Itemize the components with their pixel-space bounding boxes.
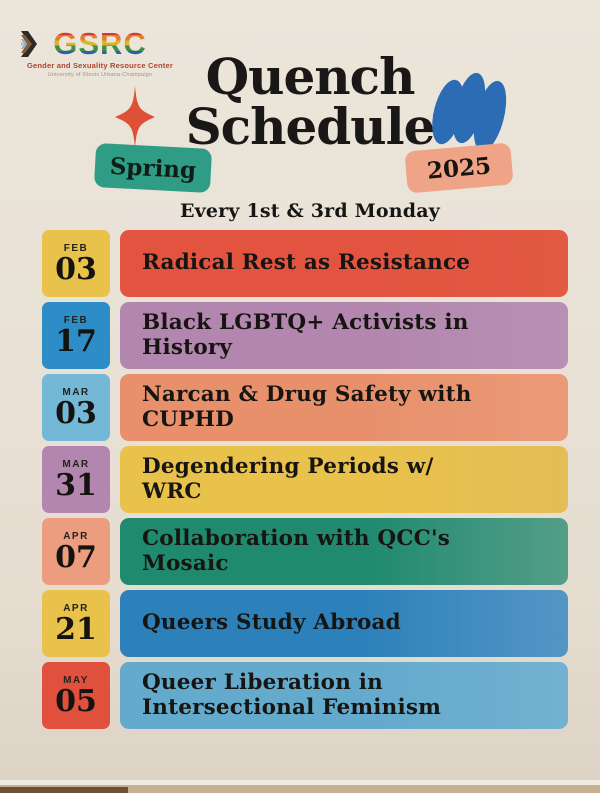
- event-day: 31: [55, 468, 97, 504]
- event-date-badge: MAY 05: [42, 662, 110, 729]
- event-row: APR 07 Collaboration with QCC's Mosaic: [42, 518, 568, 585]
- schedule-subtitle: Every 1st & 3rd Monday: [179, 200, 441, 222]
- event-title: Collaboration with QCC's Mosaic: [142, 526, 451, 576]
- event-day: 03: [55, 252, 97, 288]
- event-date-badge: FEB 03: [42, 230, 110, 297]
- page-title: Quench Schedule: [155, 52, 465, 152]
- gsrc-logo-name: Gender and Sexuality Resource Center: [27, 61, 173, 70]
- gsrc-logo-acronym: GSRC: [53, 26, 147, 61]
- event-title: Radical Rest as Resistance: [142, 250, 471, 276]
- event-bar: Queers Study Abroad: [120, 590, 568, 657]
- event-row: FEB 17 Black LGBTQ+ Activists in History: [42, 302, 568, 369]
- pride-chevron-icon: [21, 31, 37, 57]
- event-month: MAY: [63, 675, 89, 687]
- event-date-badge: APR 21: [42, 590, 110, 657]
- event-bar: Black LGBTQ+ Activists in History: [120, 302, 568, 369]
- event-date-badge: MAR 31: [42, 446, 110, 513]
- gsrc-logo: GSRC Gender and Sexuality Resource Cente…: [21, 26, 175, 78]
- gsrc-logo-university: University of Illinois Urbana-Champaign: [47, 72, 153, 78]
- sparkle-star-icon: [115, 86, 155, 148]
- event-bar: Degendering Periods w/ WRC: [120, 446, 568, 513]
- event-bar: Radical Rest as Resistance: [120, 230, 568, 297]
- schedule-list: FEB 03 Radical Rest as Resistance FEB 17…: [42, 230, 568, 729]
- event-month: APR: [63, 603, 89, 615]
- event-title: Queers Study Abroad: [142, 610, 401, 636]
- event-month: APR: [63, 531, 89, 543]
- event-title: Black LGBTQ+ Activists in History: [142, 310, 469, 360]
- event-bar: Narcan & Drug Safety with CUPHD: [120, 374, 568, 441]
- table-surface-dark-corner: [0, 787, 128, 793]
- page-title-line2: Schedule: [185, 97, 436, 156]
- blue-squiggle-icon: [432, 72, 507, 152]
- event-row: MAY 05 Queer Liberation in Intersectiona…: [42, 662, 568, 729]
- table-surface-edge: [0, 785, 600, 793]
- event-bar: Collaboration with QCC's Mosaic: [120, 518, 568, 585]
- event-date-badge: MAR 03: [42, 374, 110, 441]
- event-day: 21: [55, 612, 97, 648]
- year-badge-label: 2025: [425, 151, 493, 185]
- paper-bottom-edge: [0, 780, 600, 785]
- event-month: MAR: [62, 459, 90, 471]
- event-month: FEB: [63, 243, 89, 255]
- event-day: 03: [55, 396, 97, 432]
- page-title-line1: Quench: [205, 47, 416, 106]
- year-badge: 2025: [404, 142, 514, 194]
- event-row: MAR 31 Degendering Periods w/ WRC: [42, 446, 568, 513]
- event-title: Queer Liberation in Intersectional Femin…: [142, 670, 442, 720]
- event-date-badge: FEB 17: [42, 302, 110, 369]
- event-title: Degendering Periods w/ WRC: [142, 454, 434, 504]
- season-badge-label: Spring: [109, 152, 197, 184]
- season-badge: Spring: [93, 142, 213, 194]
- event-row: FEB 03 Radical Rest as Resistance: [42, 230, 568, 297]
- event-title: Narcan & Drug Safety with CUPHD: [142, 382, 472, 432]
- event-bar: Queer Liberation in Intersectional Femin…: [120, 662, 568, 729]
- event-day: 07: [55, 540, 97, 576]
- event-month: MAR: [62, 387, 90, 399]
- event-row: APR 21 Queers Study Abroad: [42, 590, 568, 657]
- event-month: FEB: [63, 315, 89, 327]
- event-day: 05: [55, 684, 97, 720]
- event-date-badge: APR 07: [42, 518, 110, 585]
- event-day: 17: [55, 324, 97, 360]
- event-row: MAR 03 Narcan & Drug Safety with CUPHD: [42, 374, 568, 441]
